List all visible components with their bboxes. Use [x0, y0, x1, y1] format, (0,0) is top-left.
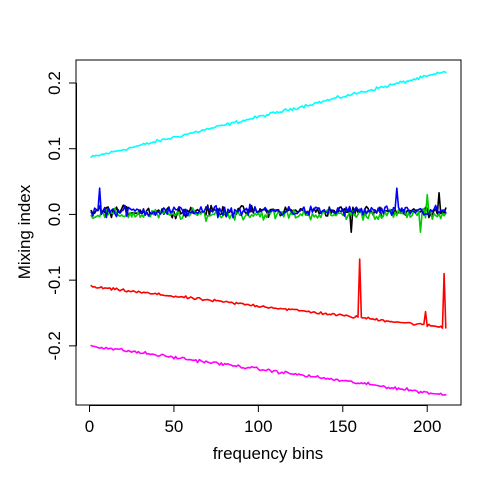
series-line: [90, 187, 447, 219]
y-tick-label: 0.2: [45, 71, 64, 95]
y-tick-label: -0.2: [45, 331, 64, 360]
y-tick-label: 0.1: [45, 137, 64, 161]
x-tick-label: 150: [329, 417, 357, 436]
series-line: [90, 70, 447, 158]
x-tick-label: 100: [244, 417, 272, 436]
series-line: [90, 258, 447, 329]
y-axis-title: Mixing index: [15, 184, 34, 279]
plot-frame: [75, 59, 462, 406]
x-axis-title: frequency bins: [213, 444, 324, 463]
series-line: [90, 193, 447, 233]
y-tick-label: -0.1: [45, 265, 64, 294]
x-axis: 0 50 100 150 200: [85, 405, 441, 436]
y-tick-label: 0.0: [45, 203, 64, 227]
series-line: [90, 344, 447, 396]
x-tick-label: 200: [413, 417, 441, 436]
series-layer: [90, 70, 447, 396]
x-tick-label: 0: [85, 417, 94, 436]
y-axis: -0.2 -0.1 0.0 0.1 0.2: [45, 71, 77, 361]
x-tick-label: 50: [164, 417, 183, 436]
